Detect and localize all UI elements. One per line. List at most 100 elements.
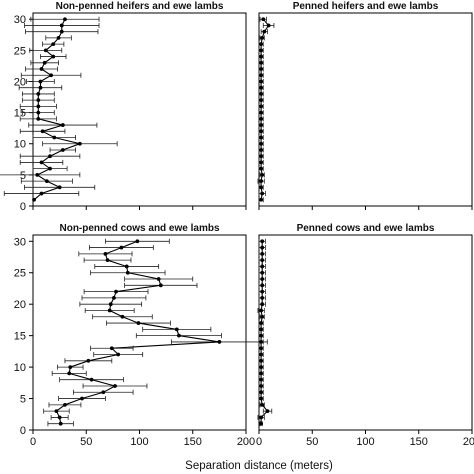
data-point: [259, 85, 264, 90]
data-point: [259, 67, 264, 71]
data-point: [265, 409, 270, 414]
data-point: [136, 321, 141, 325]
data-point: [260, 258, 265, 263]
data-point: [59, 23, 64, 28]
data-point: [52, 135, 57, 140]
data-point: [60, 123, 65, 127]
data-point: [89, 377, 94, 382]
data-point: [260, 314, 265, 319]
data-point: [60, 148, 65, 152]
data-point: [42, 60, 47, 65]
data-point: [48, 166, 52, 171]
data-point: [259, 396, 264, 401]
data-point: [259, 104, 264, 109]
y-tick-label: 20: [14, 76, 26, 88]
data-point: [259, 185, 264, 190]
x-tick-label: 50: [80, 436, 92, 448]
data-point: [259, 327, 264, 332]
data-point: [259, 197, 264, 202]
data-point: [112, 296, 116, 300]
data-point: [260, 296, 265, 300]
data-point: [57, 185, 62, 190]
data-point: [116, 352, 121, 357]
x-axis-label: Separation distance (meters): [185, 460, 333, 472]
data-point: [217, 340, 222, 344]
data-point: [266, 23, 271, 28]
x-tick-label: 100: [130, 436, 148, 448]
x-tick-label: 150: [184, 436, 202, 448]
data-point: [36, 92, 41, 96]
x-tick-label: 100: [356, 436, 374, 448]
data-point: [259, 166, 264, 171]
data-point: [105, 258, 110, 263]
data-point: [259, 160, 264, 165]
data-point: [260, 302, 265, 307]
data-point: [57, 415, 62, 420]
data-point: [260, 251, 265, 256]
data-point: [44, 179, 49, 183]
data-point: [124, 264, 129, 269]
y-tick-label: 30: [14, 236, 26, 248]
data-point: [101, 390, 106, 395]
data-point: [103, 251, 108, 256]
data-point: [156, 277, 161, 281]
data-point: [259, 340, 264, 344]
data-point: [259, 42, 264, 47]
x-tick-label: 0: [30, 436, 36, 448]
data-point: [259, 179, 264, 183]
data-point: [68, 365, 73, 369]
data-point: [38, 79, 43, 84]
data-point: [177, 333, 181, 338]
data-point: [51, 42, 56, 47]
data-point: [114, 289, 118, 294]
data-point: [259, 415, 264, 420]
data-point: [259, 98, 264, 103]
y-tick-label: 0: [20, 201, 26, 213]
data-point: [67, 371, 72, 376]
data-point: [260, 402, 265, 407]
data-point: [109, 346, 114, 351]
data-point: [259, 390, 264, 395]
data-point: [113, 384, 117, 388]
panel-2: Penned heifers and ewe lambs: [257, 1, 473, 210]
series-line: [55, 240, 220, 424]
data-point: [259, 141, 264, 146]
data-point: [36, 104, 41, 109]
y-tick-label: 15: [14, 108, 26, 120]
panels: Non-penned heifers and ewe lambs 0 5 10 15 20…: [0, 1, 474, 448]
panel-1: Non-penned heifers and ewe lambs 0 5 10 15 20…: [0, 1, 247, 213]
y-tick-label: 15: [14, 331, 26, 343]
data-point: [260, 270, 265, 275]
data-point: [259, 358, 264, 363]
data-point: [259, 135, 264, 140]
panel-title: Penned heifers and ewe lambs: [293, 1, 439, 12]
data-point: [51, 54, 56, 59]
data-point: [259, 346, 264, 351]
panel-4: Penned cows and ewe lambs 0 50 100 150 200: [256, 223, 474, 448]
data-point: [259, 123, 264, 127]
data-point: [35, 172, 40, 177]
data-point: [54, 409, 59, 414]
plot-frame: [32, 12, 247, 207]
data-point: [174, 327, 179, 332]
data-point: [39, 67, 44, 71]
data-point: [107, 308, 112, 313]
data-point: [259, 421, 264, 426]
data-point: [260, 289, 265, 294]
data-point: [259, 308, 264, 313]
data-point: [259, 60, 264, 65]
data-point: [48, 154, 52, 159]
data-point: [40, 129, 45, 134]
data-point: [259, 116, 264, 121]
data-point: [158, 283, 163, 288]
data-point: [63, 402, 67, 407]
data-point: [259, 333, 264, 338]
y-tick-label: 30: [14, 14, 26, 26]
y-tick-label: 25: [14, 45, 26, 57]
data-point: [259, 79, 264, 84]
data-point: [260, 264, 265, 269]
data-point: [259, 371, 264, 376]
data-point: [259, 110, 264, 115]
